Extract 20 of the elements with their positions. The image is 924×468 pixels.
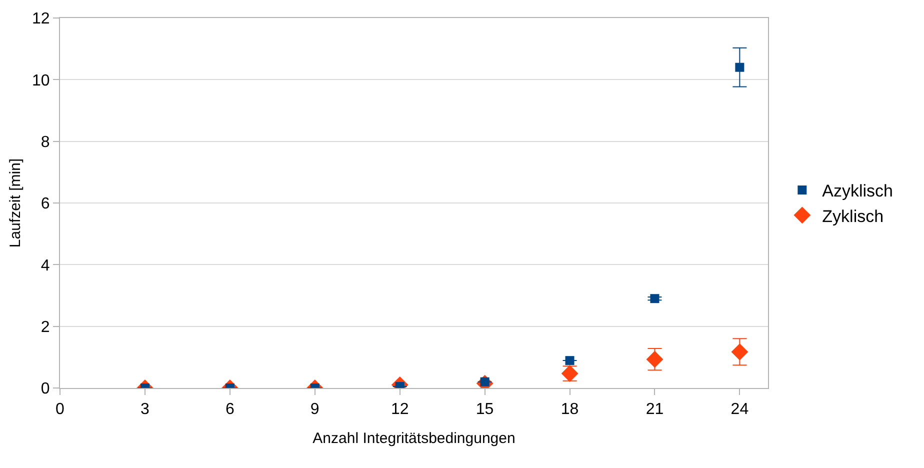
x-tick-label: 12 [390,401,409,418]
y-tick-label: 12 [32,10,50,28]
y-tick-label: 0 [40,380,50,398]
y-tick-label: 6 [40,196,50,213]
x-tick-label: 3 [140,401,150,418]
x-tick-label: 6 [225,401,234,418]
legend-label: Zyklisch [822,206,884,226]
x-axis-title: Anzahl Integritätsbedingungen [312,430,516,447]
y-tick-label: 10 [32,72,50,90]
y-axis-title: Laufzeit [min] [7,158,24,248]
x-tick-label: 9 [310,401,320,418]
y-tick-label: 8 [40,134,50,151]
x-tick-label: 21 [646,401,664,418]
x-tick-label: 0 [56,401,65,418]
x-tick-label: 18 [560,401,579,418]
x-tick-label: 24 [730,401,749,418]
legend-label: Azyklisch [822,182,894,201]
y-tick-label: 2 [40,318,50,336]
y-tick-label: 4 [40,257,50,274]
x-tick-label: 15 [476,401,494,418]
